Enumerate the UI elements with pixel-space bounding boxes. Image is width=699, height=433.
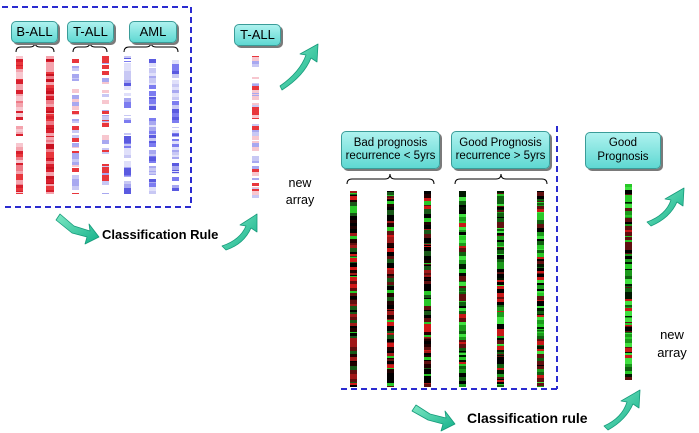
array-column [149, 56, 156, 194]
array-column [16, 56, 23, 194]
array-column [46, 56, 54, 194]
label-aml: AML [129, 21, 177, 43]
array-column [172, 56, 179, 194]
array-column [72, 56, 79, 194]
bottom-new-array-line1: new [660, 327, 684, 342]
array-column [102, 56, 109, 194]
top-training-set-frame [2, 6, 192, 208]
arrow-icon [646, 187, 685, 227]
array-column [625, 184, 632, 380]
arrow-icon [55, 213, 100, 245]
top-new-array [252, 56, 259, 199]
prediction-line2: Prognosis [597, 150, 649, 163]
array-column [459, 191, 466, 387]
bottom-new-array [625, 184, 632, 380]
prediction-line1: Good [608, 137, 638, 150]
array-column [124, 56, 131, 194]
arrow-icon [221, 213, 258, 251]
curved-arrows [55, 43, 685, 432]
bottom-training-arrays [350, 191, 544, 387]
array-column [424, 191, 431, 387]
top-group-braces [15, 41, 179, 53]
array-column [497, 191, 504, 387]
brace-aml [123, 41, 179, 53]
label-good-prognosis-prediction: Good Prognosis [585, 132, 661, 169]
label-t-all-group: T-ALL [67, 21, 114, 43]
array-column [252, 56, 259, 199]
label-b-all: B-ALL [11, 21, 58, 43]
label-good-prognosis: Good Prognosis recurrence > 5yrs [451, 131, 550, 169]
arrow-icon [603, 389, 641, 431]
arrow-icon [411, 404, 456, 432]
label-bad-prognosis: Bad prognosis recurrence < 5yrs [341, 131, 440, 169]
brace-b-all [15, 41, 55, 53]
bottom-new-array-label: new array [651, 326, 693, 361]
top-classification-rule-label: Classification Rule [102, 227, 219, 242]
bad-prognosis-line2: recurrence < 5yrs [345, 150, 436, 162]
array-column [537, 191, 544, 387]
bad-prognosis-line1: Bad prognosis [353, 136, 428, 149]
brace-good-prognosis [454, 173, 548, 185]
array-column [350, 191, 357, 387]
top-new-array-line2: array [285, 192, 315, 207]
top-training-arrays [16, 56, 179, 194]
bottom-classification-rule-label: Classification rule [467, 410, 588, 426]
good-prognosis-line2: recurrence > 5yrs [455, 150, 546, 162]
array-column [387, 191, 394, 387]
arrow-icon [279, 43, 319, 91]
top-new-array-label: new array [279, 175, 321, 209]
bottom-new-array-line2: array [657, 344, 687, 360]
label-t-all-prediction: T-ALL [234, 24, 281, 46]
top-new-array-line1: new [288, 176, 312, 190]
bottom-group-braces [346, 173, 548, 185]
good-prognosis-line1: Good Prognosis [459, 136, 542, 149]
brace-bad-prognosis [346, 173, 435, 185]
brace-t-all [72, 41, 108, 53]
bottom-training-set-frame [337, 126, 558, 390]
